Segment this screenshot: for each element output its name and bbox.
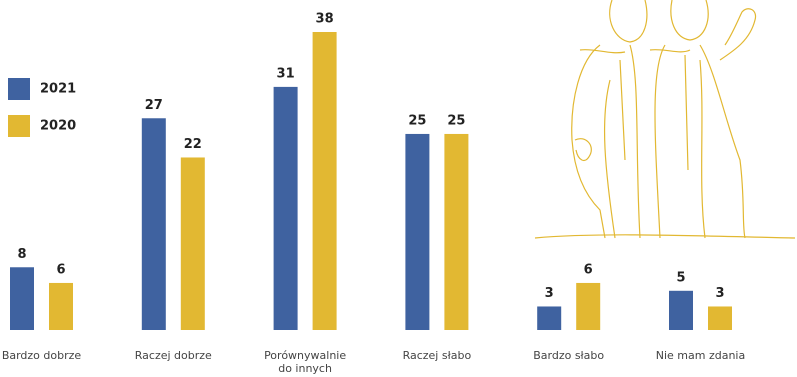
value-label: 5 <box>676 270 685 285</box>
value-label: 31 <box>277 66 295 81</box>
legend-label: 2021 <box>40 82 76 97</box>
bar <box>444 133 469 330</box>
bar <box>537 306 562 330</box>
value-label: 6 <box>56 262 65 277</box>
bar <box>141 118 166 331</box>
value-label: 22 <box>184 137 202 152</box>
x-tick-label: Raczej słabo <box>402 349 472 362</box>
x-tick-label: Bardzo dobrze <box>1 349 82 362</box>
bar <box>576 282 601 330</box>
x-tick-label: Bardzo słabo <box>533 349 605 362</box>
value-label: 3 <box>715 286 724 301</box>
bar <box>10 267 34 330</box>
bar <box>669 290 693 330</box>
legend-swatch <box>8 78 30 100</box>
value-label: 3 <box>545 286 554 301</box>
x-tick-label: Nie mam zdania <box>655 349 746 362</box>
value-label: 6 <box>584 262 593 277</box>
x-tick-label: Porównywalnie do innych <box>264 349 347 375</box>
value-label: 25 <box>447 113 465 128</box>
bar <box>405 133 430 330</box>
x-tick-label: Raczej dobrze <box>134 349 212 362</box>
value-label: 38 <box>316 12 334 27</box>
bar <box>312 32 337 330</box>
bar <box>708 306 732 330</box>
value-label: 27 <box>145 98 163 113</box>
bar <box>49 282 73 330</box>
bar <box>273 86 298 330</box>
value-label: 25 <box>408 113 426 128</box>
legend-swatch <box>8 115 30 137</box>
value-label: 8 <box>17 247 26 262</box>
bar <box>180 157 205 330</box>
illustration <box>534 0 796 239</box>
legend-label: 2020 <box>40 119 76 134</box>
